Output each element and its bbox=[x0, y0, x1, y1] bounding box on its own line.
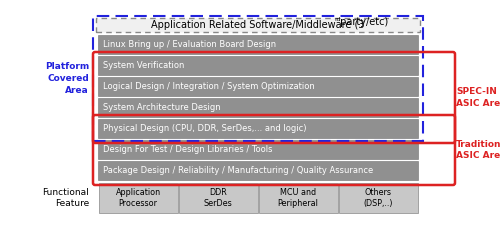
FancyBboxPatch shape bbox=[96, 18, 420, 32]
Text: SPEC-IN
ASIC Area: SPEC-IN ASIC Area bbox=[456, 87, 500, 108]
Text: Package Design / Reliability / Manufacturing / Quality Assurance: Package Design / Reliability / Manufactu… bbox=[103, 166, 373, 175]
Bar bbox=[178, 183, 258, 213]
Bar bbox=[98, 98, 418, 117]
Text: DDR
SerDes: DDR SerDes bbox=[204, 188, 233, 208]
Text: Traditional
ASIC Area: Traditional ASIC Area bbox=[456, 140, 500, 160]
Text: Others
(DSP,..): Others (DSP,..) bbox=[363, 188, 393, 208]
Text: Logical Design / Integration / System Optimization: Logical Design / Integration / System Op… bbox=[103, 82, 315, 91]
Text: Application
Processor: Application Processor bbox=[116, 188, 160, 208]
Bar bbox=[98, 77, 418, 96]
Text: rd: rd bbox=[334, 17, 340, 22]
Text: Application Related Software/Middleware (3: Application Related Software/Middleware … bbox=[151, 20, 365, 30]
Bar bbox=[338, 183, 417, 213]
Text: Design For Test / Design Libraries / Tools: Design For Test / Design Libraries / Too… bbox=[103, 145, 272, 154]
Text: Physical Design (CPU, DDR, SerDes,... and logic): Physical Design (CPU, DDR, SerDes,... an… bbox=[103, 124, 306, 133]
Text: Functional
Feature: Functional Feature bbox=[42, 188, 89, 208]
Text: System Verification: System Verification bbox=[103, 61, 184, 70]
Text: Linux Bring up / Evaluation Board Design: Linux Bring up / Evaluation Board Design bbox=[103, 40, 276, 49]
Bar bbox=[98, 161, 418, 180]
Text: party/etc): party/etc) bbox=[337, 17, 388, 27]
Bar bbox=[258, 183, 338, 213]
Bar bbox=[98, 140, 418, 159]
Bar bbox=[98, 35, 418, 54]
Text: Platform
Covered
Area: Platform Covered Area bbox=[45, 62, 89, 95]
Bar bbox=[98, 56, 418, 75]
Bar bbox=[98, 183, 178, 213]
Text: MCU and
Peripheral: MCU and Peripheral bbox=[278, 188, 318, 208]
Text: System Architecture Design: System Architecture Design bbox=[103, 103, 220, 112]
Bar bbox=[98, 119, 418, 138]
